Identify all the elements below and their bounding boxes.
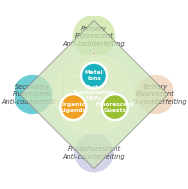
Circle shape <box>123 70 127 74</box>
Text: Photo-
Functionalized
MOFs: Photo- Functionalized MOFs <box>72 85 116 101</box>
Text: Secondary
Fluorescent
Anti-counterfeiting: Secondary Fluorescent Anti-counterfeitin… <box>1 84 64 105</box>
Circle shape <box>61 106 65 110</box>
Circle shape <box>54 54 134 135</box>
Circle shape <box>61 94 86 120</box>
Circle shape <box>102 94 127 120</box>
Circle shape <box>101 93 129 121</box>
Text: Tertiary
Fluorescent
Anti-counterfeiting: Tertiary Fluorescent Anti-counterfeiting <box>124 84 187 105</box>
Circle shape <box>13 75 52 114</box>
Text: Metal
Ions: Metal Ions <box>85 70 103 81</box>
Circle shape <box>74 133 114 173</box>
Circle shape <box>61 70 65 74</box>
Circle shape <box>136 75 175 114</box>
Polygon shape <box>20 20 168 169</box>
Circle shape <box>123 106 127 110</box>
Circle shape <box>59 93 87 121</box>
Text: Organic
Ligands: Organic Ligands <box>60 102 86 112</box>
Circle shape <box>81 63 107 88</box>
Circle shape <box>92 52 96 55</box>
Text: Phosphorescent
Anti-counterfeiting: Phosphorescent Anti-counterfeiting <box>63 146 125 160</box>
Text: Fluorescent
Guests: Fluorescent Guests <box>95 102 135 112</box>
Circle shape <box>80 61 108 90</box>
Circle shape <box>92 124 96 128</box>
Circle shape <box>73 15 115 57</box>
Text: Primary
Fluorescent
Anti-counterfeiting: Primary Fluorescent Anti-counterfeiting <box>63 26 125 47</box>
